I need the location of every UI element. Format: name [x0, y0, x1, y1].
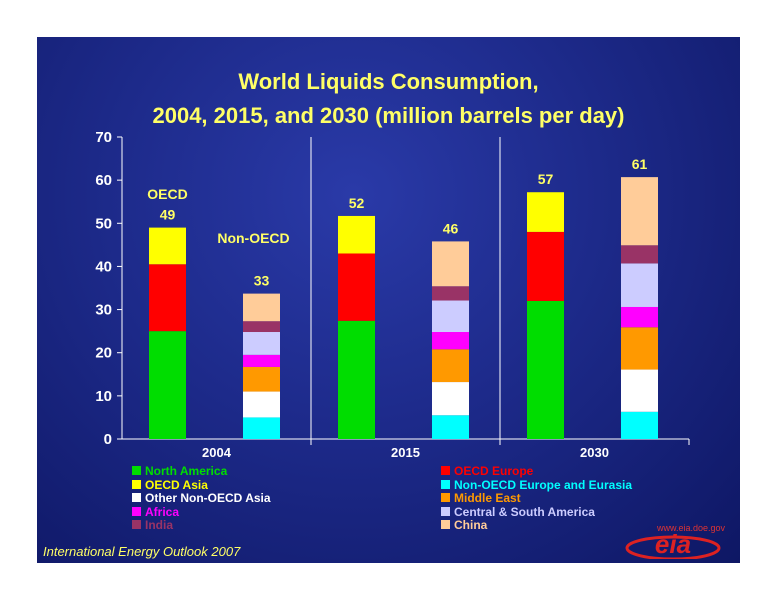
source-note: International Energy Outlook 2007: [43, 544, 241, 559]
legend-item: Africa: [132, 506, 179, 518]
bar-total-label: 49: [160, 207, 176, 223]
legend-swatch: [132, 466, 141, 475]
legend-item: Non-OECD Europe and Eurasia: [441, 479, 632, 491]
legend-swatch: [441, 506, 450, 516]
legend-label: Non-OECD Europe and Eurasia: [454, 477, 633, 492]
legend-swatch: [132, 506, 141, 516]
legend-swatch: [441, 466, 450, 475]
legend-item: Other Non-OECD Asia: [132, 492, 271, 504]
legend-swatch: [441, 479, 450, 489]
bar-segment: [432, 332, 469, 350]
chart-title-line2: 2004, 2015, and 2030 (million barrels pe…: [152, 103, 625, 128]
legend-label: China: [454, 518, 488, 532]
legend-label: India: [145, 518, 174, 532]
eia-logo: eia: [625, 529, 721, 559]
bar-segment: [338, 253, 375, 321]
bar-segment: [432, 382, 469, 416]
y-tick-label: 0: [104, 431, 112, 448]
bar-total-label: 61: [632, 156, 648, 172]
legend-label: OECD Europe: [454, 464, 534, 478]
x-tick-label: 2015: [391, 445, 420, 460]
bar-segment: [432, 349, 469, 383]
legend-label: Middle East: [454, 491, 521, 505]
x-tick-label: 2030: [580, 445, 609, 460]
bar-segment: [621, 245, 658, 264]
legend-label: Central & South America: [454, 504, 595, 519]
legend-swatch: [441, 520, 450, 529]
bar-segment: [621, 411, 658, 439]
bar-segment: [338, 215, 375, 254]
legend-item: OECD Europe: [441, 465, 533, 477]
y-tick-label: 60: [95, 172, 112, 189]
bar-segment: [432, 286, 469, 301]
bar-segment: [527, 300, 564, 439]
slide: World Liquids Consumption, 2004, 2015, a…: [37, 37, 740, 563]
bar-segment: [149, 227, 186, 265]
bar-segment: [243, 391, 280, 418]
y-tick-label: 50: [95, 215, 112, 232]
legend-label: Africa: [145, 504, 180, 519]
legend-item: Central & South America: [441, 506, 595, 518]
non-oecd-annotation: Non-OECD: [217, 230, 289, 246]
legend-item: Middle East: [441, 492, 521, 504]
chart: 010203040506070200449332015524620305761O…: [95, 129, 690, 460]
y-tick-label: 40: [95, 258, 112, 275]
bar-segment: [432, 241, 469, 287]
bar-segment: [527, 192, 564, 232]
legend-swatch: [132, 493, 141, 502]
y-tick-label: 30: [95, 302, 112, 319]
bar-segment: [527, 231, 564, 301]
bar-total-label: 57: [538, 171, 554, 187]
bar-segment: [621, 177, 658, 246]
y-tick-label: 20: [95, 345, 112, 362]
bar-segment: [338, 320, 375, 439]
bar-segment: [149, 264, 186, 332]
y-tick-label: 70: [95, 129, 112, 146]
chart-title-line1: World Liquids Consumption,: [238, 69, 539, 94]
legend-item: North America: [132, 465, 227, 477]
legend-item: China: [441, 519, 487, 531]
legend-item: India: [132, 519, 173, 531]
eia-logo-mark: eia: [625, 529, 721, 559]
bar-segment: [432, 415, 469, 439]
legend-swatch: [132, 520, 141, 529]
bar-segment: [621, 306, 658, 328]
oecd-annotation: OECD: [147, 186, 187, 202]
bar-segment: [621, 369, 658, 412]
bar-total-label: 46: [443, 220, 459, 236]
bar-segment: [243, 321, 280, 333]
bar-segment: [149, 331, 186, 439]
legend-label: Other Non-OECD Asia: [145, 491, 271, 505]
bar-segment: [243, 293, 280, 322]
bar-segment: [243, 366, 280, 392]
legend-label: North America: [145, 464, 228, 478]
bar-segment: [621, 327, 658, 370]
bar-segment: [432, 300, 469, 333]
bar-segment: [243, 332, 280, 355]
legend-swatch: [441, 493, 450, 502]
y-tick-label: 10: [95, 388, 112, 405]
x-tick-label: 2004: [202, 445, 232, 460]
bar-segment: [243, 354, 280, 367]
legend-label: OECD Asia: [145, 477, 208, 492]
logo-url: www.eia.doe.gov: [657, 523, 726, 533]
logo-text: eia: [655, 529, 691, 559]
legend-item: OECD Asia: [132, 479, 208, 491]
bar-segment: [243, 417, 280, 439]
bar-total-label: 52: [349, 195, 365, 211]
bar-total-label: 33: [254, 273, 270, 289]
bar-segment: [621, 263, 658, 307]
legend-swatch: [132, 479, 141, 489]
